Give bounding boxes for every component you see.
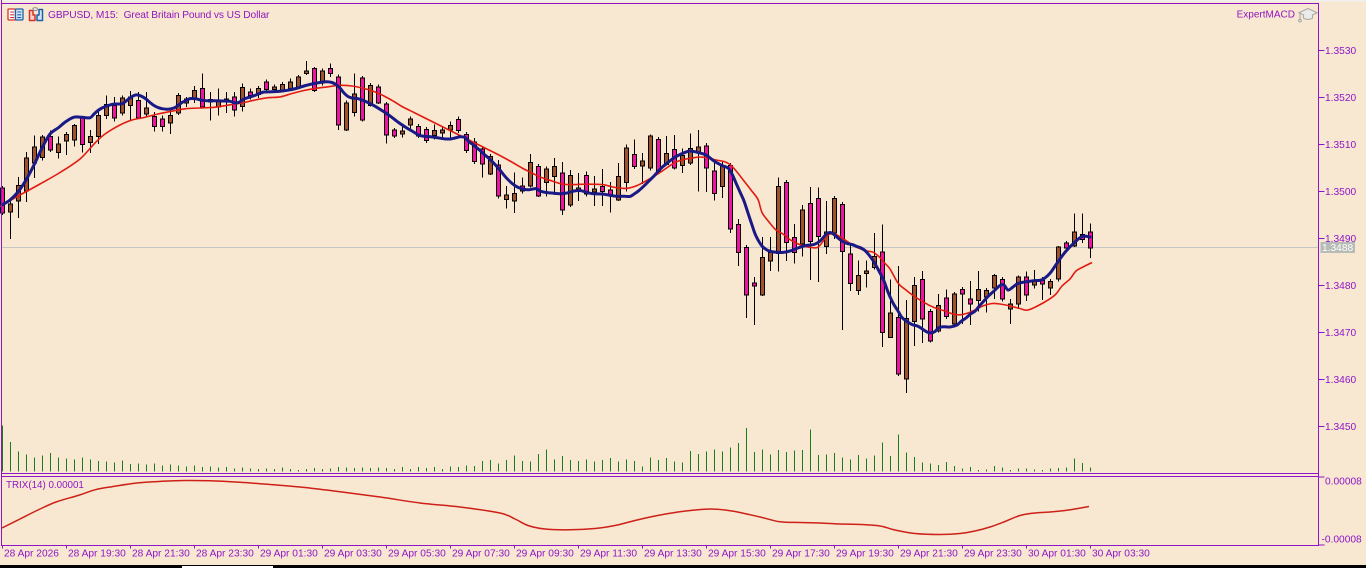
svg-text:28 Apr 2026: 28 Apr 2026 bbox=[4, 549, 59, 560]
svg-text:29 Apr 09:30: 29 Apr 09:30 bbox=[516, 549, 574, 560]
svg-text:1.3490: 1.3490 bbox=[1325, 234, 1356, 245]
svg-text:1.3510: 1.3510 bbox=[1325, 140, 1356, 151]
svg-text:1.3450: 1.3450 bbox=[1325, 422, 1356, 433]
svg-text:30 Apr 03:30: 30 Apr 03:30 bbox=[1092, 549, 1150, 560]
svg-text:28 Apr 23:30: 28 Apr 23:30 bbox=[196, 549, 254, 560]
svg-text:1.3488: 1.3488 bbox=[1322, 243, 1353, 254]
svg-text:29 Apr 15:30: 29 Apr 15:30 bbox=[708, 549, 766, 560]
svg-text:29 Apr 03:30: 29 Apr 03:30 bbox=[324, 549, 382, 560]
svg-text:1.3500: 1.3500 bbox=[1325, 187, 1356, 198]
svg-text:29 Apr 17:30: 29 Apr 17:30 bbox=[772, 549, 830, 560]
svg-text:29 Apr 21:30: 29 Apr 21:30 bbox=[900, 549, 958, 560]
svg-text:0.00008: 0.00008 bbox=[1325, 477, 1362, 488]
svg-text:1.3480: 1.3480 bbox=[1325, 281, 1356, 292]
svg-text:-0.00008: -0.00008 bbox=[1322, 535, 1363, 546]
svg-text:29 Apr 05:30: 29 Apr 05:30 bbox=[388, 549, 446, 560]
svg-text:29 Apr 23:30: 29 Apr 23:30 bbox=[964, 549, 1022, 560]
svg-text:GBPUSD, M15: Great Britain Po: GBPUSD, M15: Great Britain Pound vs US D… bbox=[48, 10, 270, 21]
svg-text:28 Apr 19:30: 28 Apr 19:30 bbox=[68, 549, 126, 560]
svg-text:1.3460: 1.3460 bbox=[1325, 375, 1356, 386]
svg-text:30 Apr 01:30: 30 Apr 01:30 bbox=[1028, 549, 1086, 560]
svg-text:ExpertMACD: ExpertMACD bbox=[1237, 10, 1295, 21]
svg-text:29 Apr 19:30: 29 Apr 19:30 bbox=[836, 549, 894, 560]
svg-text:1.3530: 1.3530 bbox=[1325, 46, 1356, 57]
svg-text:28 Apr 21:30: 28 Apr 21:30 bbox=[132, 549, 190, 560]
svg-text:29 Apr 01:30: 29 Apr 01:30 bbox=[260, 549, 318, 560]
svg-text:1.3470: 1.3470 bbox=[1325, 328, 1356, 339]
svg-text:29 Apr 11:30: 29 Apr 11:30 bbox=[580, 549, 637, 560]
svg-text:29 Apr 07:30: 29 Apr 07:30 bbox=[452, 549, 510, 560]
svg-text:TRIX(14) 0.00001: TRIX(14) 0.00001 bbox=[6, 480, 84, 491]
svg-text:29 Apr 13:30: 29 Apr 13:30 bbox=[644, 549, 702, 560]
svg-text:1.3520: 1.3520 bbox=[1325, 93, 1356, 104]
